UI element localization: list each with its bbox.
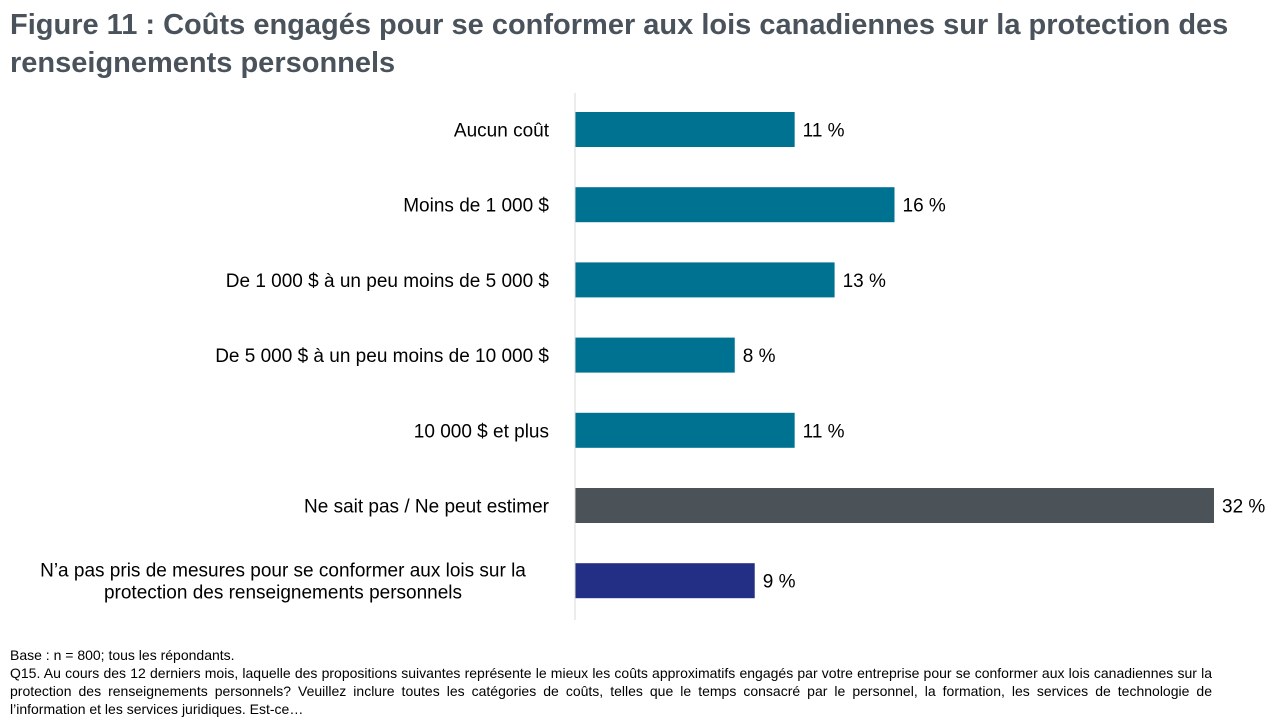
base-note: Base : n = 800; tous les répondants. [10, 647, 235, 663]
category-label-1: Aucun coût [454, 121, 550, 142]
bar-4 [575, 337, 735, 373]
value-label-6: 32 % [1222, 497, 1265, 518]
value-label-3: 13 % [843, 271, 886, 292]
category-label-5: 10 000 $ et plus [414, 421, 549, 442]
bar-5 [575, 412, 795, 448]
bar-6 [575, 488, 1214, 523]
category-label-7: N’a pas pris de mesures pour se conforme… [40, 561, 526, 604]
category-label-3: De 1 000 $ à un peu moins de 5 000 $ [226, 271, 550, 292]
bar-1 [575, 112, 795, 147]
bar-chart: 11 % Aucun coût 16 % Moins de 1 000 $ 13 % De… [40, 93, 1265, 620]
value-label-5: 11 % [803, 421, 845, 442]
footnotes: Base : n = 800; tous les répondants. Q15… [10, 646, 1212, 718]
category-label-4: De 5 000 $ à un peu moins de 10 000 $ [215, 346, 549, 367]
question-note: Q15. Au cours des 12 derniers mois, laqu… [10, 665, 1212, 717]
bar-7 [575, 563, 755, 599]
value-label-7: 9 % [763, 572, 796, 593]
category-label-2: Moins de 1 000 $ [403, 196, 549, 217]
category-label-6: Ne sait pas / Ne peut estimer [304, 497, 550, 518]
chart-title: Figure 11 : Coûts engagés pour se confor… [10, 9, 1229, 79]
value-label-2: 16 % [903, 196, 946, 217]
bar-3 [575, 262, 835, 298]
value-label-1: 11 % [803, 121, 845, 142]
bar-2 [575, 187, 895, 223]
value-label-4: 8 % [743, 346, 776, 367]
